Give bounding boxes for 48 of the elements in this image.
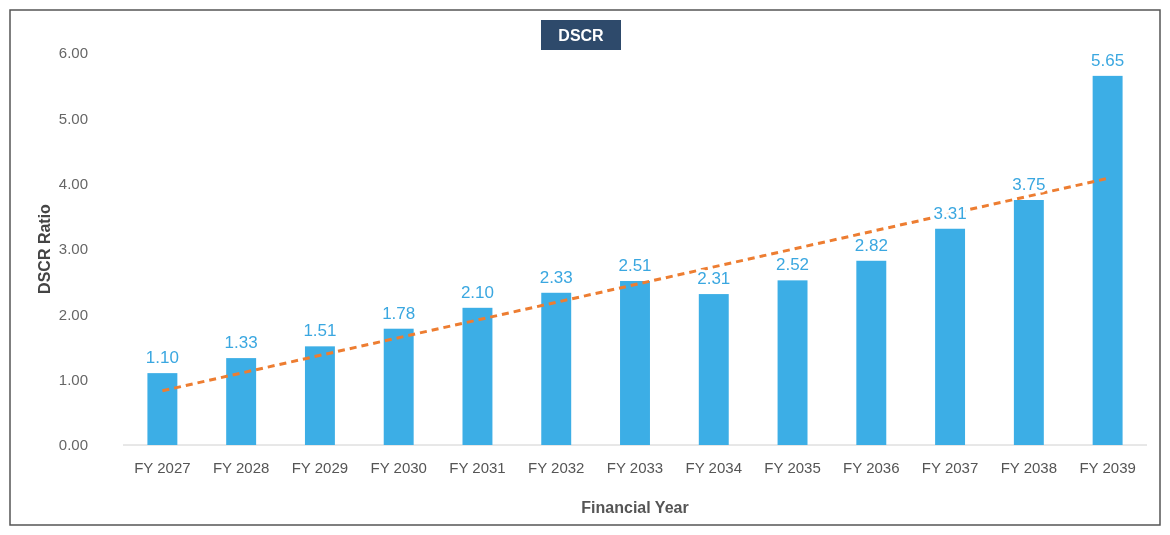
bar (226, 358, 257, 445)
x-tick-label: FY 2036 (843, 459, 900, 476)
x-tick-label: FY 2032 (528, 459, 585, 476)
bar (541, 292, 572, 445)
x-tick-label: FY 2031 (449, 459, 506, 476)
x-tick-label: FY 2033 (606, 459, 664, 476)
data-label: 2.33 (539, 267, 573, 287)
x-tick-label: FY 2029 (291, 459, 349, 476)
data-label: 2.82 (854, 235, 888, 255)
x-tick-label: FY 2027 (134, 459, 191, 476)
x-tick-label: FY 2038 (1000, 459, 1058, 476)
bar (1013, 200, 1044, 445)
y-tick-label: 2.00 (58, 305, 88, 323)
y-tick-label: 4.00 (58, 174, 88, 192)
y-tick-label: 3.00 (58, 240, 88, 258)
data-label: 2.31 (697, 269, 731, 289)
bar (620, 281, 650, 445)
bar (304, 346, 335, 445)
y-tick-label: 0.00 (58, 436, 88, 454)
data-label: 2.52 (775, 255, 810, 275)
chart-title: DSCR (558, 27, 605, 44)
y-tick-label: 6.00 (58, 44, 88, 62)
x-tick-label: FY 2039 (1079, 459, 1136, 476)
bar (147, 373, 178, 445)
data-label: 1.51 (303, 321, 337, 341)
x-tick-label: FY 2034 (685, 459, 742, 476)
x-tick-label: FY 2028 (212, 459, 270, 476)
y-axis-title: DSCR Ratio (36, 203, 53, 294)
bar (1092, 75, 1123, 445)
y-tick-label: 5.00 (58, 109, 88, 127)
bar (856, 260, 887, 445)
bar (462, 307, 493, 445)
bar (383, 328, 414, 445)
x-tick-label: FY 2035 (764, 459, 821, 476)
x-tick-label: FY 2030 (370, 459, 427, 476)
bar (698, 294, 729, 445)
bar (935, 228, 966, 445)
y-tick-label: 1.00 (58, 370, 88, 388)
x-axis-title: Financial Year (581, 499, 689, 516)
data-label: 1.10 (145, 348, 179, 368)
data-label: 1.33 (224, 333, 258, 353)
data-label: 5.65 (1091, 50, 1125, 70)
data-label: 2.10 (460, 282, 495, 302)
x-tick-label: FY 2037 (921, 459, 979, 476)
data-label: 1.78 (382, 303, 416, 323)
bar (777, 280, 808, 445)
data-label: 2.51 (618, 256, 652, 276)
data-label: 3.75 (1012, 175, 1046, 194)
